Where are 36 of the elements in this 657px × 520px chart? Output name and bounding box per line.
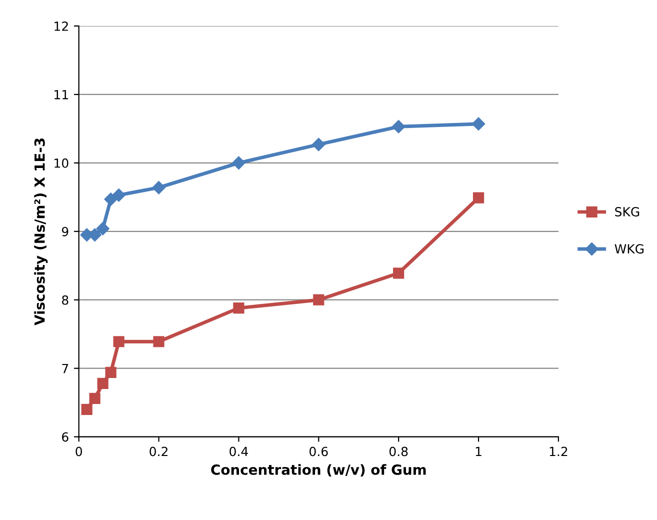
point bbox=[233, 302, 244, 314]
x-tick-label: 0 bbox=[76, 446, 82, 456]
point bbox=[312, 138, 326, 152]
point bbox=[105, 366, 116, 378]
y-tick-label: 8 bbox=[62, 295, 68, 305]
point bbox=[392, 120, 406, 134]
y-tick-label: 10 bbox=[54, 158, 68, 168]
point bbox=[472, 117, 486, 130]
point bbox=[89, 392, 100, 404]
point bbox=[81, 404, 92, 415]
point bbox=[112, 188, 126, 202]
point bbox=[232, 156, 246, 170]
x-tick-label: 0.8 bbox=[389, 446, 408, 456]
point bbox=[113, 336, 124, 348]
x-axis-title: Concentration (w/v) of Gum bbox=[211, 464, 426, 477]
y-tick-label: 11 bbox=[54, 90, 68, 100]
y-tick-label: 12 bbox=[54, 21, 68, 31]
legend-label: WKG bbox=[614, 244, 644, 254]
x-tick-label: 1.2 bbox=[550, 446, 568, 456]
x-tick-label: 0.6 bbox=[310, 446, 328, 456]
point bbox=[96, 222, 110, 236]
x-tick-label: 0.4 bbox=[230, 446, 248, 456]
x-tick-label: 0.2 bbox=[150, 446, 168, 456]
point bbox=[313, 294, 324, 306]
x-tick-label: 1 bbox=[476, 446, 482, 456]
y-tick-label: 6 bbox=[62, 432, 68, 442]
point bbox=[104, 192, 118, 206]
point bbox=[152, 180, 166, 194]
point bbox=[97, 378, 108, 389]
y-tick-label: 9 bbox=[62, 226, 68, 236]
point bbox=[472, 192, 484, 204]
y-axis-title: Viscosity (Ns/m²) X 1E-3 bbox=[34, 138, 48, 326]
y-tick-label: 7 bbox=[62, 364, 68, 374]
point bbox=[393, 268, 404, 279]
point bbox=[153, 336, 164, 348]
legend-label: SKG bbox=[615, 207, 640, 216]
